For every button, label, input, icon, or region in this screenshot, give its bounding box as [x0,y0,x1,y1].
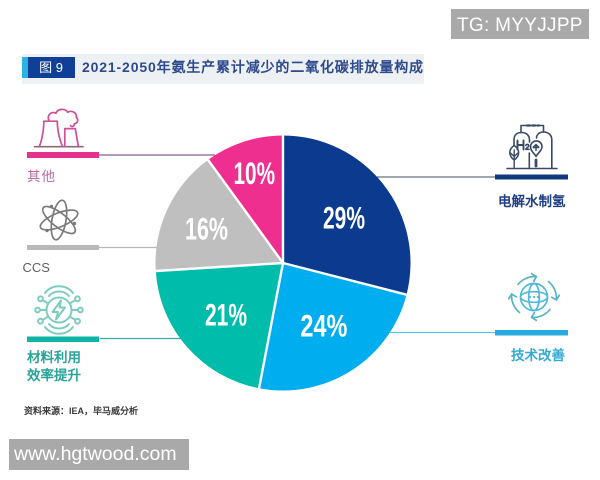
svg-text:10%: 10% [234,155,276,191]
svg-text:29%: 29% [323,200,365,236]
svg-text:16%: 16% [185,210,228,246]
svg-text:21%: 21% [205,296,247,332]
svg-text:24%: 24% [300,307,347,343]
